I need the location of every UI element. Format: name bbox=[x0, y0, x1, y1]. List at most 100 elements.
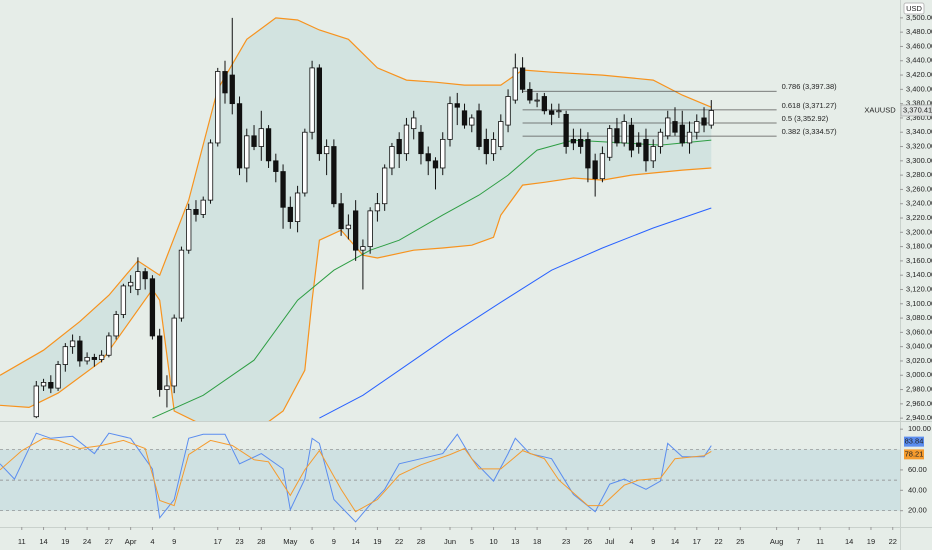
y-tick-label: 3,200.00 bbox=[906, 227, 932, 236]
x-tick-label: 25 bbox=[736, 537, 744, 546]
candle-body bbox=[440, 138, 446, 169]
x-tick-label: 5 bbox=[470, 537, 474, 546]
x-tick-label: 17 bbox=[693, 537, 701, 546]
x-tick-label: 22 bbox=[714, 537, 722, 546]
candle-body bbox=[149, 278, 156, 337]
x-tick-label: 24 bbox=[83, 537, 91, 546]
candle-body bbox=[280, 171, 286, 208]
x-tick-label: 23 bbox=[562, 537, 570, 546]
y-tick-label: 3,180.00 bbox=[906, 242, 932, 251]
candle-body bbox=[222, 71, 228, 94]
candle-body bbox=[483, 138, 489, 155]
candle-body bbox=[367, 210, 373, 247]
candle-body bbox=[127, 281, 134, 287]
x-tick-label: Jul bbox=[605, 537, 615, 546]
y-tick-label: 2,960.00 bbox=[906, 399, 932, 408]
x-tick-label: 19 bbox=[61, 537, 69, 546]
candle-body bbox=[418, 131, 424, 155]
candle-body bbox=[548, 110, 555, 115]
fib-label: 0.382 (3,334.57) bbox=[782, 127, 838, 136]
x-tick-label: 19 bbox=[373, 537, 381, 546]
candle-body bbox=[258, 128, 264, 147]
candle-body bbox=[701, 117, 707, 126]
candle-body bbox=[106, 335, 112, 356]
candle-body bbox=[498, 121, 504, 147]
x-tick-label: 22 bbox=[889, 537, 897, 546]
y-tick-label: 3,400.00 bbox=[906, 84, 932, 93]
candle-body bbox=[33, 385, 39, 418]
candle-body bbox=[55, 364, 61, 389]
candle-body bbox=[113, 314, 119, 337]
candle-body bbox=[541, 96, 548, 112]
candle-body bbox=[563, 113, 569, 147]
y-tick-label: 100.00 bbox=[908, 424, 931, 433]
candle-body bbox=[607, 128, 613, 158]
x-tick-label: 11 bbox=[18, 537, 26, 546]
y-tick-label: 3,280.00 bbox=[906, 170, 932, 179]
fib-label: 0.786 (3,397.38) bbox=[782, 82, 838, 91]
candle-body bbox=[186, 209, 192, 251]
candle-body bbox=[352, 210, 359, 251]
x-tick-label: 17 bbox=[214, 537, 222, 546]
y-tick-label: 2,940.00 bbox=[906, 413, 932, 422]
candle-body bbox=[672, 121, 678, 133]
candle-body bbox=[505, 96, 511, 126]
candle-body bbox=[345, 224, 352, 230]
last-price-tag bbox=[900, 104, 932, 117]
x-tick-label: Apr bbox=[125, 537, 137, 546]
x-tick-label: 28 bbox=[257, 537, 265, 546]
candle-body bbox=[98, 354, 105, 360]
value-tag-label: 83.84 bbox=[905, 437, 924, 446]
y-tick-label: 3,420.00 bbox=[906, 70, 932, 79]
candle-body bbox=[657, 131, 664, 147]
candle-body bbox=[577, 138, 584, 147]
x-tick-label: 4 bbox=[629, 537, 633, 546]
y-tick-label: 40.00 bbox=[908, 485, 927, 494]
x-tick-label: 4 bbox=[150, 537, 154, 546]
candle-body bbox=[686, 131, 693, 144]
candle-body bbox=[338, 203, 344, 230]
candle-body bbox=[570, 138, 577, 144]
candle-body bbox=[490, 138, 497, 155]
y-tick-label: 3,000.00 bbox=[906, 370, 932, 379]
x-tick-label: 13 bbox=[511, 537, 519, 546]
y-tick-label: 20.00 bbox=[908, 506, 927, 515]
y-tick-label: 3,220.00 bbox=[906, 213, 932, 222]
candle-body bbox=[665, 117, 671, 137]
candle-body bbox=[193, 209, 199, 215]
candle-body bbox=[178, 249, 185, 319]
x-tick-label: May bbox=[283, 537, 297, 546]
candle-body bbox=[164, 385, 170, 390]
candle-body bbox=[527, 88, 533, 101]
candle-body bbox=[331, 146, 337, 205]
x-tick-label: 14 bbox=[351, 537, 359, 546]
candle-body bbox=[432, 160, 439, 169]
candle-body bbox=[135, 271, 141, 290]
price-pane: 0.786 (3,397.38) 0.618 (3,371.27) 0.5 (3,3… bbox=[0, 17, 838, 421]
y-tick-label: 3,460.00 bbox=[906, 41, 932, 50]
candle-body bbox=[316, 67, 323, 155]
y-tick-label: 3,500.00 bbox=[906, 13, 932, 22]
y-tick-label: 3,060.00 bbox=[906, 327, 932, 336]
x-tick-label: 19 bbox=[867, 537, 875, 546]
last-price-label: 3,370.41 bbox=[903, 105, 932, 114]
candle-body bbox=[389, 146, 395, 169]
y-tick-label: 3,080.00 bbox=[906, 313, 932, 322]
currency-label: USD bbox=[906, 4, 922, 13]
candle-body bbox=[48, 382, 54, 389]
x-tick-label: 6 bbox=[310, 537, 314, 546]
fib-label: 0.618 (3,371.27) bbox=[782, 101, 838, 110]
fib-label: 0.5 (3,352.92) bbox=[782, 114, 829, 123]
y-tick-label: 2,980.00 bbox=[906, 385, 932, 394]
candle-body bbox=[599, 153, 606, 180]
x-tick-label: 14 bbox=[39, 537, 47, 546]
candle-body bbox=[229, 74, 235, 105]
y-tick-label: 3,340.00 bbox=[906, 127, 932, 136]
candle-body bbox=[77, 340, 83, 362]
x-tick-label: 23 bbox=[235, 537, 243, 546]
y-tick-label: 3,120.00 bbox=[906, 284, 932, 293]
value-tag bbox=[904, 449, 924, 460]
candle-body bbox=[236, 103, 243, 169]
